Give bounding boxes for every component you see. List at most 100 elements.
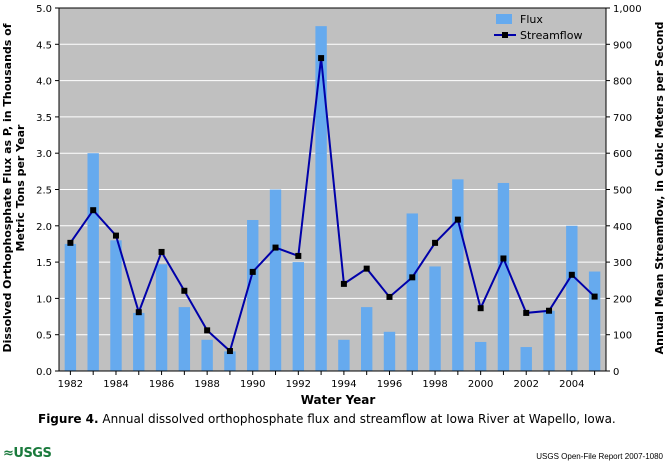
left-tick-label: 5.0: [36, 4, 52, 15]
x-tick-label: 1984: [103, 379, 128, 390]
x-tick-label: 2004: [559, 379, 584, 390]
x-tick-label: 1990: [240, 379, 265, 390]
flux-bar-1997: [406, 213, 418, 371]
x-tick-label: 1986: [149, 379, 174, 390]
left-tick-label: 3.0: [36, 149, 52, 160]
flux-bar-1991: [269, 189, 282, 371]
streamflow-point-1988: [204, 327, 211, 334]
streamflow-point-1989: [226, 348, 233, 355]
streamflow-point-1984: [112, 232, 119, 239]
right-axis-label: Annual Mean Streamflow, in Cubic Meters …: [653, 22, 666, 355]
flux-bar-1993: [315, 26, 327, 372]
legend: Flux Streamflow: [494, 13, 582, 42]
streamflow-point-1993: [318, 55, 325, 62]
flux-bar-2005: [588, 271, 601, 371]
streamflow-polyline: [69, 57, 596, 353]
gridlines: [59, 43, 606, 336]
left-axis-ticks: 0.0 0.5 1.0 1.5 2.0 2.5 3.0 3.5 4.0 4.5 5.0: [36, 4, 59, 378]
figure-label: Figure 4.: [38, 412, 99, 426]
flux-bar-1994: [338, 339, 350, 371]
streamflow-point-2002: [523, 309, 530, 316]
left-tick-label: 3.5: [36, 113, 52, 124]
x-tick-label: 1992: [286, 379, 311, 390]
streamflow-point-1985: [135, 309, 142, 316]
x-tick-label: 2000: [468, 379, 493, 390]
right-tick-label: 700: [613, 113, 632, 124]
flux-bar-1990: [247, 219, 259, 371]
flux-bar-1987: [178, 307, 191, 371]
flux-bar-1995: [360, 307, 373, 371]
flux-bar-1983: [87, 153, 99, 371]
left-tick-label: 4.5: [36, 40, 52, 51]
streamflow-point-1995: [363, 265, 370, 272]
streamflow-point-1998: [432, 239, 439, 246]
legend-streamflow-label: Streamflow: [520, 29, 582, 42]
right-tick-label: 400: [613, 222, 632, 233]
x-tick-label: 1996: [377, 379, 402, 390]
x-axis-label: Water Year: [301, 393, 376, 407]
flux-bar-1998: [429, 266, 441, 371]
left-axis-label-line1: Dissolved Orthophosphate Flux as P, in T…: [1, 23, 14, 352]
flux-bar-1988: [201, 339, 213, 371]
flux-bars: [64, 26, 601, 372]
right-tick-label: 500: [613, 186, 632, 197]
right-tick-label: 0: [613, 367, 619, 378]
left-tick-label: 0.5: [36, 331, 52, 342]
streamflow-point-1999: [454, 216, 461, 223]
x-axis-ticks: 1982 1984 1986 1988 1990 1992 1994 1996 1998 2000…: [58, 371, 596, 390]
left-tick-label: 1.0: [36, 294, 52, 305]
flux-bar-1996: [383, 331, 396, 371]
streamflow-point-1997: [409, 274, 416, 281]
streamflow-point-2003: [546, 307, 553, 314]
streamflow-point-1991: [272, 244, 279, 251]
streamflow-point-1982: [67, 239, 74, 246]
right-axis-ticks: 0 100 200 300 400 500 600 700 800 900 1,000: [606, 4, 642, 378]
flux-bar-1992: [292, 262, 305, 371]
legend-flux-label: Flux: [520, 13, 543, 26]
streamflow-point-1983: [90, 207, 97, 214]
flux-bar-1999: [452, 179, 464, 371]
x-tick-label: 1998: [422, 379, 447, 390]
legend-streamflow-marker: [502, 32, 508, 38]
x-tick-label: 1994: [331, 379, 356, 390]
flux-bar-1984: [110, 240, 122, 371]
left-tick-label: 0.0: [36, 367, 52, 378]
right-tick-label: 600: [613, 149, 632, 160]
left-tick-label: 1.5: [36, 258, 52, 269]
left-axis-label-line2: Metric Tons per Year: [14, 124, 27, 251]
figure-caption-text: Annual dissolved orthophosphate flux and…: [102, 412, 616, 426]
streamflow-point-2005: [591, 293, 598, 300]
left-tick-label: 2.0: [36, 222, 52, 233]
streamflow-point-1992: [295, 252, 302, 259]
figure-caption: Figure 4. Annual dissolved orthophosphat…: [38, 411, 638, 427]
flux-bar-2001: [497, 182, 510, 371]
streamflow-point-1990: [249, 268, 256, 275]
usgs-logo: ≈USGS: [3, 446, 52, 461]
right-tick-label: 1,000: [613, 4, 642, 15]
legend-flux-swatch: [496, 14, 512, 24]
flux-bar-1982: [64, 243, 77, 371]
streamflow-point-2004: [568, 271, 575, 278]
right-tick-label: 100: [613, 331, 632, 342]
right-tick-label: 300: [613, 258, 632, 269]
chart: 0.0 0.5 1.0 1.5 2.0 2.5 3.0 3.5 4.0 4.5 5.0 0 100 20…: [1, 4, 666, 407]
flux-bar-1989: [224, 351, 236, 371]
x-tick-label: 2002: [514, 379, 539, 390]
x-tick-label: 1982: [58, 379, 83, 390]
flux-bar-1985: [133, 312, 145, 371]
x-tick-label: 1988: [194, 379, 219, 390]
right-tick-label: 900: [613, 40, 632, 51]
streamflow-point-2001: [500, 255, 507, 262]
left-tick-label: 4.0: [36, 77, 52, 88]
flux-bar-2002: [520, 347, 532, 371]
flux-bar-1986: [155, 264, 168, 371]
left-tick-label: 2.5: [36, 186, 52, 197]
streamflow-point-1986: [158, 248, 165, 255]
flux-bar-2000: [474, 341, 487, 371]
streamflow-point-1996: [386, 293, 393, 300]
right-tick-label: 800: [613, 77, 632, 88]
flux-bar-2003: [543, 310, 555, 371]
streamflow-point-1994: [340, 280, 347, 287]
streamflow-point-1987: [181, 287, 188, 294]
report-citation: USGS Open-File Report 2007-1080: [536, 452, 663, 461]
